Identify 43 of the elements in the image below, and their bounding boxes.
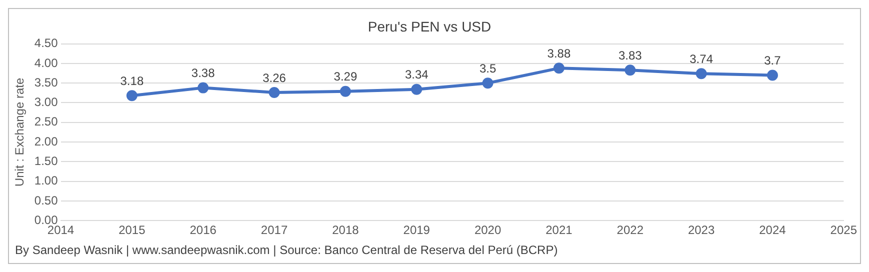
y-tick-label: 4.50	[34, 36, 58, 50]
x-tick-label: 2016	[190, 223, 217, 238]
data-label: 3.26	[262, 70, 286, 85]
data-label: 3.7	[764, 54, 782, 68]
chart-title: Peru's PEN vs USD	[368, 18, 492, 34]
y-tick-label: 1.00	[34, 174, 58, 188]
x-tick-label: 2019	[403, 223, 430, 238]
data-label: 3.38	[191, 66, 216, 80]
y-tick-label: 1.50	[34, 154, 58, 168]
data-label: 3.5	[479, 61, 496, 76]
x-tick-label: 2023	[688, 223, 715, 238]
y-tick-label: 4.00	[34, 56, 58, 70]
x-tick-label: 2015	[118, 223, 146, 238]
x-tick-label: 2024	[759, 223, 786, 238]
data-label: 3.34	[404, 68, 429, 82]
y-axis-title: Unit : Exchange rate	[12, 78, 27, 187]
point	[340, 86, 351, 97]
data-label: 3.83	[618, 48, 642, 62]
x-tick-label: 2018	[332, 223, 360, 238]
text: By Sandeep Wasnik | www.sandeepwasnik.com | Source: Banco Central de Reserva del Perú (BCRP)	[14, 242, 559, 259]
point	[411, 84, 422, 95]
y-tick-label: 3.00	[34, 95, 58, 110]
point	[696, 68, 707, 80]
point	[482, 78, 494, 89]
x-tick-label: 2021	[546, 223, 573, 238]
y-tick-label: 2.00	[34, 134, 58, 148]
y-tick-label: 3.50	[34, 75, 58, 90]
point	[624, 64, 636, 76]
x-tick-label: 2020	[474, 223, 502, 238]
data-label: 3.29	[334, 70, 358, 84]
point	[766, 70, 778, 81]
data-label: 3.74	[690, 52, 714, 66]
x-tick-label: 2022	[616, 223, 644, 238]
y-tick-label: 2.50	[34, 114, 58, 129]
point	[198, 82, 209, 94]
point	[268, 87, 280, 98]
point	[553, 62, 564, 74]
y-tick-label: 0.50	[34, 193, 58, 208]
data-label: 3.88	[547, 46, 571, 60]
point	[126, 90, 138, 102]
x-tick-label: 2025	[830, 223, 858, 238]
x-tick-label: 2017	[260, 223, 288, 238]
data-label: 3.18	[120, 74, 144, 88]
